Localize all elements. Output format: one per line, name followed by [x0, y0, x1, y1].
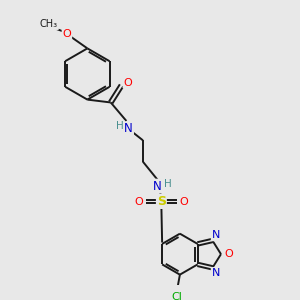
Text: O: O: [225, 249, 233, 259]
Text: H: H: [116, 121, 124, 131]
Text: CH₃: CH₃: [40, 19, 58, 29]
Text: O: O: [134, 196, 143, 206]
Text: H: H: [164, 179, 172, 189]
Text: O: O: [180, 196, 188, 206]
Text: Cl: Cl: [172, 292, 182, 300]
Text: N: N: [212, 230, 220, 240]
Text: O: O: [123, 77, 132, 88]
Text: N: N: [124, 122, 133, 135]
Text: N: N: [212, 268, 220, 278]
Text: N: N: [153, 180, 161, 193]
Text: O: O: [62, 29, 71, 39]
Text: S: S: [157, 195, 166, 208]
